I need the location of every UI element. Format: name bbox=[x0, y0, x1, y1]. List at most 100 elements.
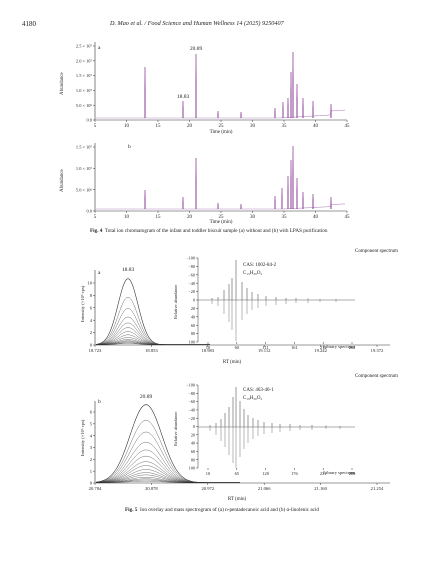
y-tick-label: 40 bbox=[191, 441, 195, 446]
chromatogram-baseline bbox=[96, 203, 346, 210]
x-tick-label: 176 bbox=[291, 471, 298, 476]
chromatogram-peak bbox=[302, 191, 304, 210]
y-tick-label: 80 bbox=[191, 331, 195, 336]
x-tick-label: 19.112 bbox=[258, 348, 271, 353]
y-tick-label: 0 bbox=[193, 298, 195, 303]
inset-y-label: Relative abundance bbox=[173, 411, 178, 446]
y-tick-label: 0.0 bbox=[87, 118, 93, 123]
chromatogram-peak bbox=[292, 51, 294, 119]
x-tick-label: 212 bbox=[320, 345, 327, 350]
chromatogram-peak bbox=[217, 202, 219, 210]
x-tick-label: 45 bbox=[345, 124, 351, 129]
chromatogram-peak bbox=[274, 195, 276, 210]
y-tick-label: −20 bbox=[188, 416, 195, 421]
y-tick-label: 0.0 bbox=[87, 209, 93, 214]
chromatogram-peak bbox=[296, 177, 298, 210]
x-tick-label: 5 bbox=[94, 215, 97, 220]
x-axis-label: Time (min) bbox=[210, 130, 233, 135]
x-tick-label: 10 bbox=[206, 345, 211, 350]
ion-trace bbox=[95, 441, 240, 483]
caption-label: Fig. 5 bbox=[125, 507, 138, 513]
x-axis-label: Time (min) bbox=[210, 220, 233, 225]
x-axis-label: RT (min) bbox=[223, 360, 242, 365]
x-tick-label: 35 bbox=[282, 215, 288, 220]
y-axis-label: Abundance bbox=[60, 168, 65, 192]
figure-4-caption: Fig. 4 Total ion chromatogram of the inf… bbox=[90, 228, 327, 234]
ion-trace bbox=[95, 404, 240, 483]
y-tick-label: 5 bbox=[90, 421, 93, 426]
x-tick-label: 15 bbox=[156, 124, 162, 129]
y-tick-label: 20 bbox=[191, 432, 195, 437]
x-tick-label: 45 bbox=[345, 215, 351, 220]
x-tick-label: 25 bbox=[219, 124, 225, 129]
x-tick-label: 40 bbox=[313, 215, 319, 220]
running-title: D. Mao et al. / Food Science and Human W… bbox=[110, 20, 284, 27]
y-tick-label: 1 bbox=[90, 469, 93, 474]
y-tick-label: 8 bbox=[90, 293, 93, 298]
y-tick-label: 2.0 × 10⁷ bbox=[76, 58, 93, 63]
chromatogram-peak bbox=[182, 100, 184, 119]
y-tick-label: 3 bbox=[90, 445, 93, 450]
x-tick-label: 120 bbox=[262, 471, 269, 476]
axis-frame bbox=[94, 143, 347, 212]
x-tick-label: 21.160 bbox=[314, 486, 327, 491]
chromatogram-peak bbox=[274, 107, 276, 119]
x-tick-label: 19.372 bbox=[371, 348, 384, 353]
y-tick-label: 1.0 × 10⁷ bbox=[76, 166, 93, 171]
chromatogram-peak bbox=[292, 145, 294, 210]
peak-annotation: 20.89 bbox=[190, 46, 203, 52]
chromatogram-baseline bbox=[96, 109, 346, 119]
y-tick-label: 0 bbox=[193, 424, 195, 429]
peak-annotation: 18.83 bbox=[177, 94, 190, 100]
chromatogram-peak bbox=[281, 187, 283, 210]
chromatogram-peak bbox=[290, 71, 292, 119]
axis-frame bbox=[94, 42, 347, 121]
x-tick-label: 35 bbox=[282, 124, 288, 129]
panel-label: a bbox=[98, 270, 101, 276]
x-tick-label: 19.242 bbox=[314, 348, 327, 353]
x-tick-label: 15 bbox=[156, 215, 162, 220]
panel-label: a bbox=[98, 45, 101, 51]
x-tick-label: 30 bbox=[250, 124, 256, 129]
y-tick-label: 0 bbox=[90, 343, 93, 348]
chromatogram-peak bbox=[217, 110, 219, 119]
figure-5a-panel: a 18.83 Intensity (×10⁶ cps) RT (min) Co… bbox=[80, 249, 398, 365]
peak-label: 20.89 bbox=[140, 394, 153, 400]
y-axis-label: Abundance bbox=[60, 71, 65, 95]
chromatogram-peak bbox=[312, 100, 314, 119]
chromatogram-peak bbox=[330, 103, 332, 119]
y-tick-label: 5.0 × 10⁶ bbox=[76, 187, 93, 192]
y-tick-label: 6 bbox=[90, 410, 93, 415]
y-tick-label: −100 bbox=[186, 256, 195, 261]
component-spectrum-title: Component spectrum bbox=[355, 374, 398, 379]
x-tick-label: 5 bbox=[94, 124, 97, 129]
x-tick-label: 40 bbox=[313, 124, 319, 129]
chromatogram-peak bbox=[296, 83, 298, 119]
x-tick-label: 10 bbox=[124, 215, 130, 220]
ion-trace bbox=[95, 431, 240, 483]
y-tick-label: 10 bbox=[87, 281, 92, 286]
y-tick-label: 2 bbox=[90, 457, 93, 462]
figure-5-caption: Fig. 5 Ion overlay and mass spectrogram … bbox=[125, 507, 319, 513]
y-tick-label: −80 bbox=[188, 264, 195, 269]
x-tick-label: 231 bbox=[320, 471, 327, 476]
y-tick-label: −80 bbox=[188, 391, 195, 396]
y-axis-label: Intensity (×10⁶ cps) bbox=[80, 419, 85, 456]
y-tick-label: 100 bbox=[189, 466, 195, 471]
x-tick-label: 262 bbox=[349, 345, 356, 350]
chromatogram-peak bbox=[312, 193, 314, 210]
x-tick-label: 20 bbox=[187, 124, 193, 129]
x-tick-label: 60 bbox=[235, 345, 240, 350]
y-tick-label: 80 bbox=[191, 457, 195, 462]
x-tick-label: 21.066 bbox=[258, 486, 271, 491]
chromatogram-peak bbox=[287, 175, 289, 210]
figure-4b-panel: b Abundance Time (min) 0.0 5.0 × 10⁶ 1.0 ×… bbox=[60, 143, 350, 225]
y-tick-label: 1.5 × 10⁷ bbox=[76, 145, 93, 150]
y-tick-label: 1.0 × 10⁷ bbox=[76, 88, 93, 93]
ion-trace bbox=[95, 480, 240, 483]
y-tick-label: −40 bbox=[188, 408, 195, 413]
axis-frame bbox=[94, 270, 390, 346]
x-tick-label: 18.853 bbox=[145, 348, 158, 353]
y-tick-label: 2 bbox=[90, 330, 93, 335]
